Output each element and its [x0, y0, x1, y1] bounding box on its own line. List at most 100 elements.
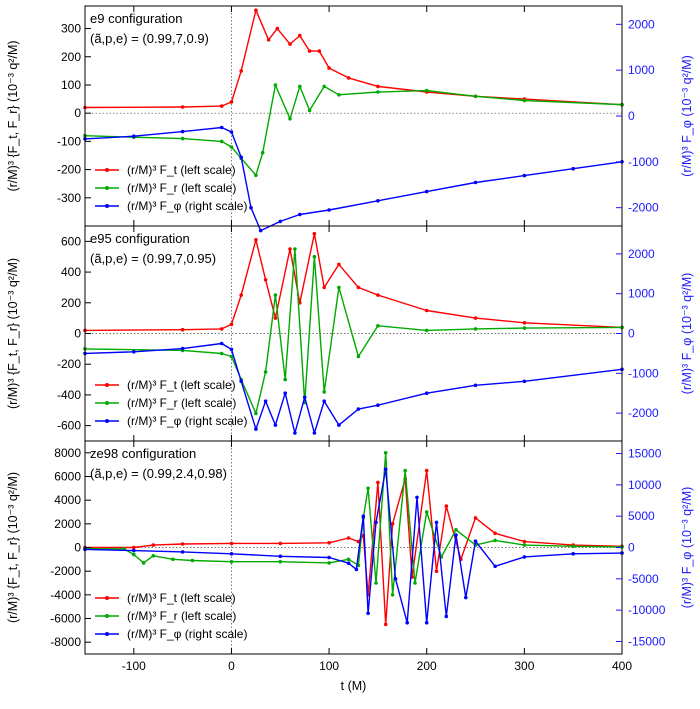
data-point	[522, 326, 527, 330]
panel-3: -8000-6000-4000-200002000400060008000-15…	[6, 440, 694, 693]
data-point	[571, 166, 575, 171]
data-point	[424, 88, 429, 93]
data-point	[493, 531, 497, 536]
y2-tick-label: 0	[628, 541, 635, 555]
data-point	[415, 495, 419, 500]
data-point	[393, 577, 398, 581]
data-point	[229, 354, 234, 359]
y2-tick-label: -15000	[628, 634, 666, 648]
x-tick-label: 200	[417, 659, 437, 673]
legend-marker-3	[105, 204, 109, 208]
y-tick-label: 200	[61, 296, 81, 310]
data-point	[263, 278, 268, 282]
data-point	[219, 104, 224, 108]
data-point	[273, 316, 278, 320]
data-point	[288, 117, 292, 121]
data-point	[424, 620, 429, 625]
panel-2: -600-400-2000200400600-2000-100001000200…	[6, 225, 694, 442]
y2-tick-label: 2000	[628, 247, 655, 261]
data-point	[219, 125, 224, 130]
data-point	[219, 351, 224, 356]
data-point	[390, 593, 395, 597]
data-point	[424, 391, 429, 396]
data-point	[361, 514, 366, 518]
data-point	[473, 516, 478, 520]
data-point	[376, 293, 380, 297]
y2-tick-label: 2000	[628, 17, 655, 31]
y-axis-label: (r/M)³ {F_t, F_r} (10⁻³ q²/M)	[6, 472, 20, 623]
data-point	[337, 262, 341, 267]
data-point	[273, 293, 278, 297]
data-point	[254, 427, 258, 431]
data-point	[229, 552, 234, 556]
data-point	[229, 100, 234, 104]
series-line-2	[84, 84, 623, 176]
data-point	[298, 33, 302, 38]
data-point	[444, 504, 449, 508]
data-point	[132, 548, 136, 553]
y2-tick-label: 1000	[628, 287, 655, 301]
data-point	[278, 219, 283, 224]
data-point	[522, 98, 527, 103]
data-point	[327, 208, 331, 212]
y-tick-label: 0	[74, 327, 81, 341]
legend-marker-2	[105, 401, 109, 405]
data-point	[413, 581, 417, 585]
data-point	[254, 8, 258, 12]
y-axis-label: (r/M)³ {F_t, F_r} (10⁻³ q²/M)	[6, 40, 20, 191]
data-point	[180, 105, 185, 109]
data-point	[229, 145, 234, 149]
legend-label-3: (r/M)³ F_φ (right scale)	[127, 199, 247, 213]
y-tick-label: -200	[57, 163, 81, 177]
data-point	[444, 614, 449, 619]
legend-marker-1	[105, 168, 109, 172]
data-point	[322, 399, 327, 404]
y-tick-label: 600	[61, 234, 81, 248]
data-point	[132, 350, 136, 354]
y-tick-label: -600	[57, 419, 81, 433]
data-point	[266, 38, 271, 42]
data-point	[337, 285, 341, 290]
data-point	[464, 595, 468, 600]
data-point	[239, 69, 243, 73]
y-tick-label: 100	[61, 78, 81, 92]
data-point	[473, 316, 478, 320]
y2-axis-label: (r/M)³ F_φ (10⁻³ q²/M)	[680, 487, 694, 609]
panel-title: ze98 configuration	[90, 446, 196, 461]
x-tick-label: 0	[228, 659, 235, 673]
panel-subtitle: (ã,p,e) = (0.99,2.4,0.98)	[90, 466, 227, 481]
data-point	[278, 559, 283, 564]
data-point	[376, 403, 380, 408]
data-point	[312, 254, 317, 259]
data-point	[219, 341, 224, 346]
data-point	[374, 520, 378, 525]
data-point	[337, 423, 341, 427]
panel-title: e9 configuration	[90, 11, 183, 26]
data-point	[454, 528, 458, 532]
data-point	[275, 26, 280, 31]
data-point	[151, 543, 156, 547]
data-point	[180, 550, 185, 554]
data-point	[405, 620, 410, 625]
y2-axis-label: (r/M)³ F_φ (10⁻³ q²/M)	[680, 273, 694, 395]
y-tick-label: 2000	[54, 517, 81, 531]
y2-tick-label: 5000	[628, 509, 655, 523]
y2-tick-label: 10000	[628, 478, 662, 492]
y-axis-label: (r/M)³ {F_t, F_r} (10⁻³ q²/M)	[6, 258, 20, 409]
data-point	[473, 383, 478, 388]
legend-label-3: (r/M)³ F_φ (right scale)	[127, 414, 247, 428]
data-point	[141, 561, 146, 565]
data-point	[571, 544, 575, 549]
data-point	[390, 522, 395, 526]
data-point	[571, 552, 575, 556]
legend-marker-2	[105, 614, 109, 618]
data-point	[298, 84, 302, 89]
data-point	[354, 567, 359, 572]
data-point	[278, 541, 283, 546]
legend-marker-1	[105, 383, 109, 387]
data-point	[424, 468, 429, 473]
data-point	[366, 486, 370, 491]
data-point	[376, 199, 380, 203]
data-point	[283, 377, 288, 382]
